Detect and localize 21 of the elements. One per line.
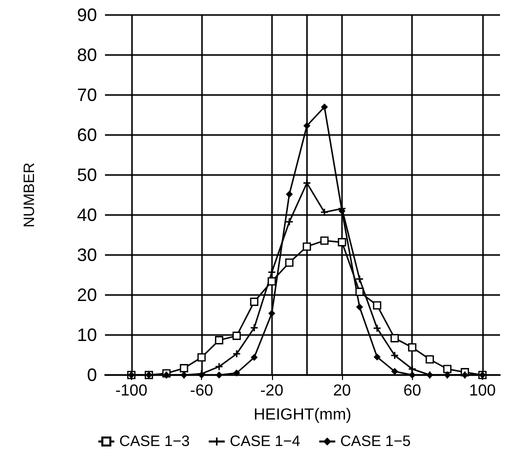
legend-label: CASE 1−4 xyxy=(230,433,300,450)
y-tick-label: 90 xyxy=(76,5,97,25)
y-tick-label: 50 xyxy=(76,165,97,185)
y-tick-label: 80 xyxy=(76,45,97,65)
y-axis-title: NUMBER xyxy=(21,162,38,228)
x-tick-label: -20 xyxy=(260,382,284,400)
y-tick-label: 70 xyxy=(76,85,97,105)
y-tick-label: 40 xyxy=(76,205,97,225)
y-tick-label: 60 xyxy=(76,125,97,145)
legend-label: CASE 1−5 xyxy=(340,433,411,450)
y-tick-label: 0 xyxy=(86,365,97,385)
y-tick-label: 10 xyxy=(76,325,97,345)
y-tick-label: 30 xyxy=(76,245,97,265)
x-tick-label: -60 xyxy=(190,382,214,400)
x-tick-label: 100 xyxy=(469,382,496,400)
x-tick-label: 60 xyxy=(403,382,422,400)
x-axis-title: HEIGHT(mm) xyxy=(254,406,352,424)
legend-label: CASE 1−3 xyxy=(119,433,190,450)
y-tick-label: 20 xyxy=(76,285,97,305)
x-tick-label: -100 xyxy=(115,382,148,400)
x-tick-label: 20 xyxy=(333,382,351,400)
